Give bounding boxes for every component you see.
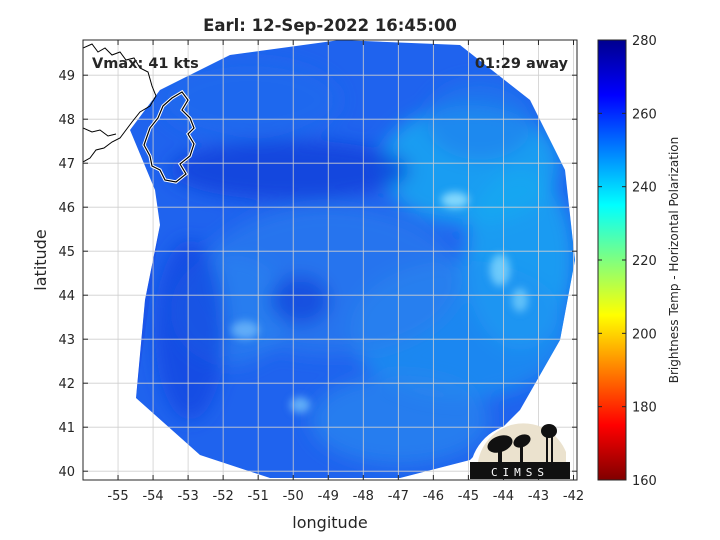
x-tick-label: -44 <box>493 489 514 504</box>
colorbar-label: Brightness Temp - Horizontal Polarizatio… <box>667 137 681 384</box>
x-tick-label: -55 <box>107 489 128 504</box>
x-tick-label: -46 <box>423 489 444 504</box>
y-tick-label: 44 <box>58 289 75 304</box>
y-tick-label: 45 <box>58 245 75 260</box>
colorbar-tick-label: 280 <box>632 34 657 49</box>
x-tick-label: -42 <box>563 489 584 504</box>
brightness-swath <box>130 40 575 478</box>
colorbar: 160 180 200 220 240 260 280 Brightness Temp - … <box>597 34 681 489</box>
colorbar-gradient <box>597 39 627 481</box>
y-tick-label: 48 <box>58 113 75 128</box>
y-tick-label: 46 <box>58 201 75 216</box>
x-tick-label: -53 <box>177 489 198 504</box>
vmax-annotation: Vmax: 41 kts <box>92 56 199 72</box>
colorbar-tick-label: 220 <box>632 254 657 269</box>
x-tick-label: -50 <box>283 489 304 504</box>
y-axis-label: latitude <box>31 229 50 290</box>
chart-title: Earl: 12-Sep-2022 16:45:00 <box>203 16 457 35</box>
colorbar-tick-label: 260 <box>632 107 657 122</box>
x-tick-label: -52 <box>213 489 234 504</box>
x-gridlines <box>117 40 574 480</box>
x-tick-label: -54 <box>142 489 163 504</box>
x-tick-label: -49 <box>318 489 339 504</box>
x-tick-label: -43 <box>528 489 549 504</box>
x-tick-label: -45 <box>458 489 479 504</box>
colorbar-tick-label: 240 <box>632 181 657 196</box>
y-tick-label: 41 <box>58 421 75 436</box>
y-tick-label: 40 <box>58 465 75 480</box>
water-tower-icon <box>541 424 557 463</box>
coastline <box>83 43 196 184</box>
y-tick-label: 49 <box>58 69 75 84</box>
plot-frame <box>82 39 578 481</box>
logo-text: CIMSS <box>491 466 549 479</box>
x-tick-label: -48 <box>353 489 374 504</box>
y-axis: 40 41 42 43 44 45 46 47 48 49 <box>58 69 577 480</box>
colorbar-tick-label: 180 <box>632 401 657 416</box>
y-tick-label: 47 <box>58 157 75 172</box>
satellite-dish-icon <box>487 434 531 462</box>
x-tick-label: -51 <box>248 489 269 504</box>
x-axis: -55 -54 -53 -52 -51 -50 -49 -48 -47 -46 -45 -44 -43-… <box>107 40 584 504</box>
x-tick-label: -47 <box>388 489 409 504</box>
y-tick-label: 42 <box>58 377 75 392</box>
colorbar-tick-label: 200 <box>632 327 657 342</box>
colorbar-tick-label: 160 <box>632 474 657 489</box>
cimss-logo: CIMSS <box>469 423 570 479</box>
y-tick-label: 43 <box>58 333 75 348</box>
x-axis-label: longitude <box>292 513 367 532</box>
time-away-annotation: 01:29 away <box>475 56 569 72</box>
